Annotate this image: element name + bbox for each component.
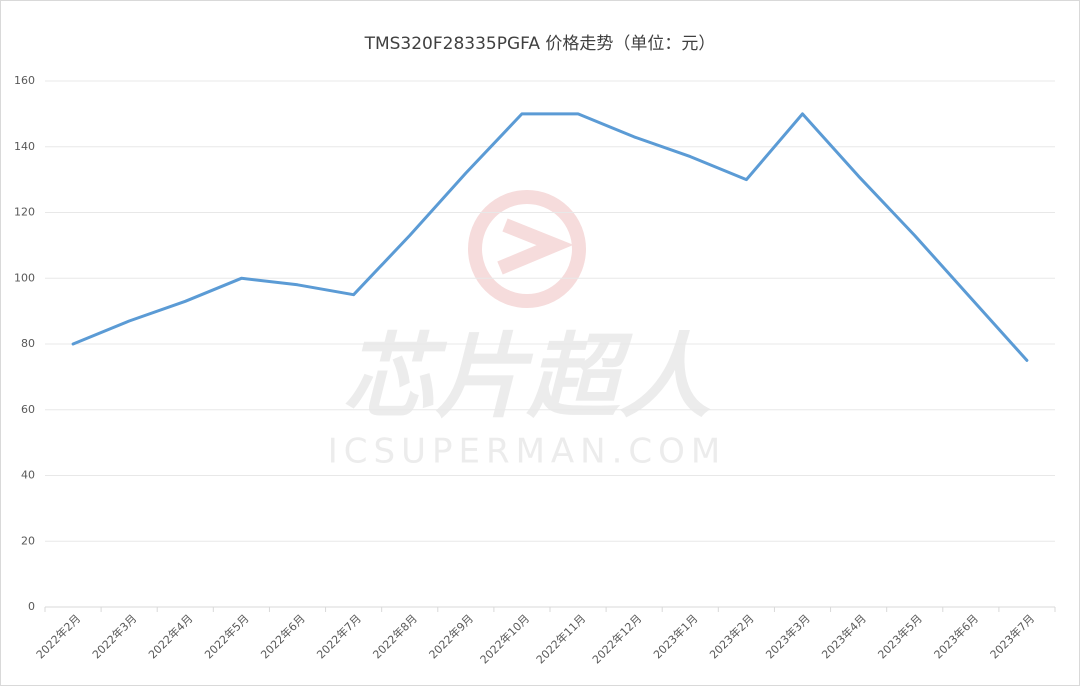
watermark-logo [468, 190, 586, 308]
y-tick-label: 160 [14, 74, 35, 87]
y-tick-label: 140 [14, 140, 35, 153]
y-tick-label: 80 [21, 337, 35, 350]
price-line [71, 112, 1029, 362]
y-tick-label: 60 [21, 403, 35, 416]
y-tick-label: 100 [14, 271, 35, 284]
watermark-url: ICSUPERMAN.COM [328, 432, 727, 472]
watermark: 芯片超人 [343, 323, 711, 430]
chart-title: TMS320F28335PGFA 价格走势（单位：元） [364, 34, 716, 54]
y-tick-label: 120 [14, 206, 35, 219]
y-tick-label: 40 [21, 469, 35, 482]
y-tick-label: 0 [28, 600, 35, 613]
y-tick-label: 20 [21, 534, 35, 547]
